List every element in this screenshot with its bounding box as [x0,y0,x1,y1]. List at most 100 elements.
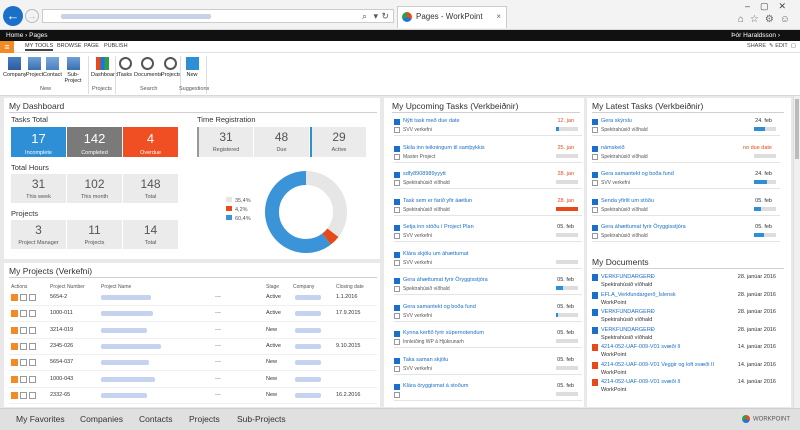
overdue-card[interactable]: 4 Overdue [123,127,178,157]
project-number[interactable]: 5654-037 [50,359,74,366]
tab-close-icon[interactable]: × [496,12,501,21]
edit-action-icon[interactable] [11,342,18,350]
footer-sub-projects[interactable]: Sub-Projects [237,414,286,424]
delete-action-icon[interactable] [29,359,36,367]
edit-action-icon[interactable] [11,310,18,318]
share-edit[interactable]: SHARE ✎ EDIT ▢ [747,43,796,49]
active-card[interactable]: 29 Active [310,127,366,157]
task-title[interactable]: Taka saman skjölu [403,356,449,363]
task-title[interactable]: Task sem er farið yfir áætlun [403,197,473,204]
task-check-icon[interactable] [394,251,400,258]
footer-projects[interactable]: Projects [189,414,220,424]
back-button[interactable]: ← [3,6,23,26]
col-actions[interactable]: Actions [11,284,28,290]
document-item[interactable]: 4214-052-UAF-009-V01 svæði II WorkPoint 14… [592,344,784,362]
view-action-icon[interactable] [20,310,27,318]
footer-my-favorites[interactable]: My Favorites [16,414,65,424]
view-action-icon[interactable] [20,375,27,383]
dashboard-button[interactable]: Dashboard [91,57,118,78]
browser-toolbar-icons[interactable]: ⌂☆⚙☺ [737,14,796,25]
task-check-icon[interactable] [394,357,400,364]
task-item[interactable]: Nýtt task með due date SVV verkefni 12. ja… [394,118,582,136]
task-item[interactable]: Gera skýrslu Spektrahúsið víðhald 24. feb [592,118,780,136]
project-name-blurred[interactable] [101,376,155,382]
task-check-icon[interactable] [592,225,598,231]
search-projects-button[interactable]: Projects [161,57,181,78]
task-title[interactable]: sdfy8908989yyytt [403,171,446,177]
tab-browse[interactable]: BROWSE [57,43,82,49]
company-name-blurred[interactable] [295,360,321,366]
table-row[interactable]: 2345-026... Active 9.10.2015 [9,339,377,355]
browser-tab[interactable]: Pages - WorkPoint × [397,6,507,28]
task-title[interactable]: Gera áhættumat fyrir Öryggisstjóra [403,277,488,283]
project-name-blurred[interactable] [101,360,149,366]
project-number[interactable]: 3214-019 [50,326,74,333]
delete-action-icon[interactable] [29,326,36,334]
task-check-icon[interactable] [592,145,598,152]
hours-week-card[interactable]: 31 This week [11,174,66,203]
task-title[interactable]: Senda yfirlit um stöðu [601,197,654,204]
project-name-blurred[interactable] [101,327,147,333]
dropdown-icon[interactable]: ▾ [373,11,378,21]
search-documents-button[interactable]: Documents [134,57,162,78]
table-row[interactable]: 5654-037... New [9,355,377,372]
document-item[interactable]: VERKFUNDARGERÐ Spektrahúsið víðhald 28. ja… [592,309,784,327]
company-name-blurred[interactable] [295,311,321,317]
scrollbar[interactable] [793,96,800,408]
more-options-icon[interactable]: ... [215,324,221,332]
company-name-blurred[interactable] [295,327,321,333]
task-item[interactable]: Klára öryggismat á stoðum 05. feb [394,383,582,401]
table-row[interactable]: 1000-043... New [9,372,377,388]
task-check-icon[interactable] [394,119,400,125]
task-item[interactable]: Setja inn stöðu í Project Plan SVV verkef… [394,224,582,242]
project-name-blurred[interactable] [101,392,147,398]
view-action-icon[interactable] [20,326,27,334]
delete-action-icon[interactable] [29,310,36,318]
projects-count-card[interactable]: 11 Projects [67,220,122,249]
search-tasks-button[interactable]: Tasks [117,57,133,78]
incomplete-card[interactable]: 17 Incomplete [11,127,66,157]
task-check-icon[interactable] [394,304,400,311]
task-item[interactable]: Klára skjölu um áhættumat SVV verkefni [394,251,582,269]
view-action-icon[interactable] [20,359,27,367]
delete-action-icon[interactable] [29,391,36,399]
task-item[interactable]: Gera áhættumat fyrir Öryggisstjóra Spektr… [592,224,780,242]
new-sub-project-button[interactable]: Sub-Project [61,57,85,84]
project-number[interactable]: 2332-65 [50,391,71,398]
more-options-icon[interactable]: ... [215,308,221,316]
view-action-icon[interactable] [20,294,27,301]
task-check-icon[interactable] [394,225,400,231]
project-number[interactable]: 1000-011 [50,310,73,317]
task-item[interactable]: námskeið Spektrahúsið víðhald no due date [592,145,780,163]
company-name-blurred[interactable] [295,295,321,300]
more-options-icon[interactable]: ... [215,389,221,397]
footer-companies[interactable]: Companies [80,414,123,424]
registered-card[interactable]: 31 Registered [197,127,253,157]
breadcrumb[interactable]: Home › Pages [6,32,48,39]
edit-action-icon[interactable] [11,375,18,383]
more-options-icon[interactable]: ... [215,357,221,365]
refresh-icon[interactable]: ↻ [381,11,389,21]
task-item[interactable]: Gera samantekt og boða fund SVV verkefni 2… [592,171,780,189]
company-name-blurred[interactable] [295,392,321,398]
menu-icon[interactable]: ≡ [0,41,14,53]
task-check-icon[interactable] [394,198,400,205]
hours-total-card[interactable]: 148 Total [123,174,178,203]
task-item[interactable]: Kynna kerfið fyrir súpernotendum Innleiði… [394,330,582,348]
task-item[interactable]: Skila inn teikningum til samþykkis Master… [394,145,582,163]
document-item[interactable]: VERKFUNDARGERÐ Spektrahúsið víðhald 28. ja… [592,326,784,345]
col-project-name[interactable]: Project Name [101,284,132,290]
task-title[interactable]: Klára skjölu um áhættumat [403,250,469,257]
document-title[interactable]: 4214-052-UAF-009-V01 svæði II [601,344,681,350]
table-row[interactable]: 1000-011... Active 17.9.2015 [9,306,377,323]
document-item[interactable]: 4214-052-UAF-009-V01 Veggir og loft svæð… [592,361,784,380]
edit-action-icon[interactable] [11,294,18,301]
task-check-icon[interactable] [394,384,400,390]
task-title[interactable]: Gera skýrslu [601,118,632,124]
project-number[interactable]: 2345-026 [50,342,74,349]
window-controls[interactable]: –▢✕ [744,1,796,11]
due-card[interactable]: 48 Due [254,127,309,157]
new-contact-button[interactable]: Contact [43,57,62,78]
project-manager-card[interactable]: 3 Project Manager [11,220,66,249]
document-title[interactable]: VERKFUNDARGERÐ [601,309,655,315]
